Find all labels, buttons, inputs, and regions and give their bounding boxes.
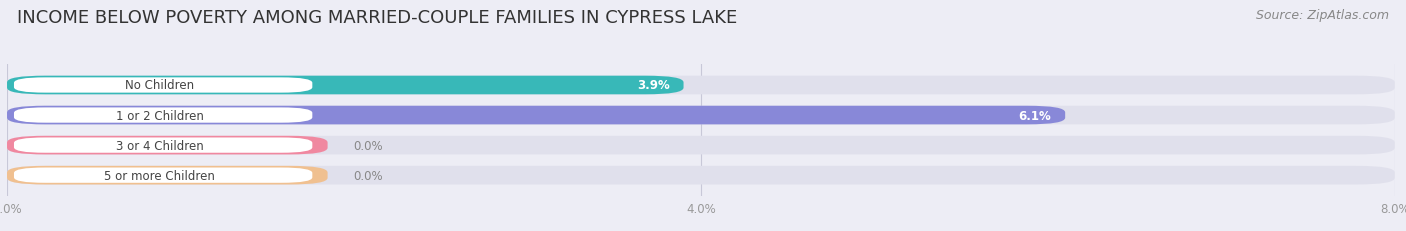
Text: No Children: No Children (125, 79, 194, 92)
FancyBboxPatch shape (14, 168, 312, 183)
Text: 3 or 4 Children: 3 or 4 Children (115, 139, 204, 152)
FancyBboxPatch shape (7, 106, 1066, 125)
FancyBboxPatch shape (14, 78, 312, 93)
FancyBboxPatch shape (7, 76, 1395, 95)
Text: 1 or 2 Children: 1 or 2 Children (115, 109, 204, 122)
FancyBboxPatch shape (7, 166, 328, 185)
FancyBboxPatch shape (7, 166, 1395, 185)
FancyBboxPatch shape (7, 136, 328, 155)
FancyBboxPatch shape (7, 106, 1395, 125)
Text: 0.0%: 0.0% (354, 169, 384, 182)
Text: 0.0%: 0.0% (354, 139, 384, 152)
Text: 6.1%: 6.1% (1018, 109, 1052, 122)
Text: 5 or more Children: 5 or more Children (104, 169, 215, 182)
Text: INCOME BELOW POVERTY AMONG MARRIED-COUPLE FAMILIES IN CYPRESS LAKE: INCOME BELOW POVERTY AMONG MARRIED-COUPL… (17, 9, 737, 27)
FancyBboxPatch shape (14, 108, 312, 123)
FancyBboxPatch shape (14, 138, 312, 153)
FancyBboxPatch shape (7, 136, 1395, 155)
Text: 3.9%: 3.9% (637, 79, 669, 92)
Text: Source: ZipAtlas.com: Source: ZipAtlas.com (1256, 9, 1389, 22)
FancyBboxPatch shape (7, 76, 683, 95)
